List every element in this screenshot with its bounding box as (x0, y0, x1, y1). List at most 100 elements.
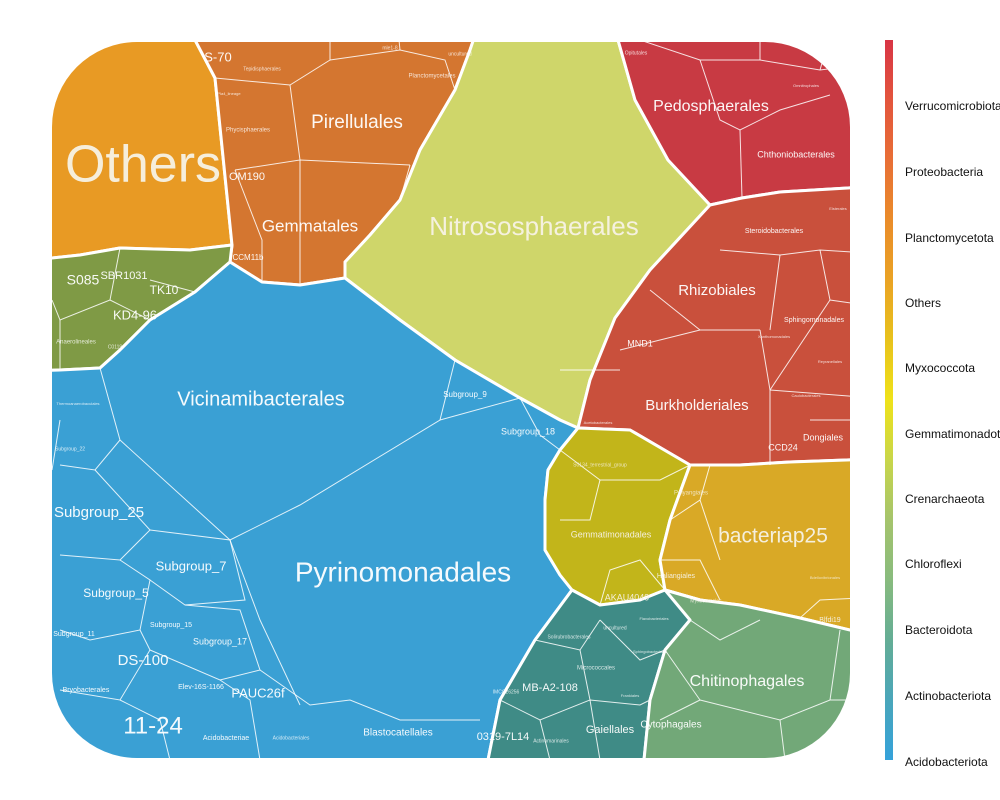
subcell-boundary-actinobacteriota-2 (589, 699, 651, 706)
legend-entry-crenarchaeota: Crenarchaeota (905, 492, 985, 506)
cell-label-planctomycetota-om190: OM190 (229, 171, 265, 183)
subcell-boundary-acidobacteriota-4 (149, 529, 246, 606)
legend-entry-bacteroidota: Bacteroidota (905, 623, 973, 637)
legend-entry-acidobacteriota: Acidobacteriota (905, 755, 988, 769)
cell-label-chloroflexi-s085: S085 (67, 272, 100, 288)
legend-entry-proteobacteria: Proteobacteria (905, 165, 983, 179)
cell-label-acidobacteriota-pauc26f: PAUC26f (231, 685, 285, 700)
cell-label-acidobacteriota-acidobacteriae: Acidobacteriae (203, 735, 249, 742)
cell-label-acidobacteriota-pyrinomonadales: Pyrinomonadales (295, 556, 511, 587)
cell-label-chloroflexi-kd4-96: KD4-96 (113, 307, 157, 322)
subcell-boundary-bacteroidota-4 (829, 629, 841, 701)
subcell-boundary-actinobacteriota-3 (539, 719, 561, 758)
subcell-boundary-acidobacteriota-13 (52, 419, 61, 471)
subcell-boundary-proteobacteria-0 (719, 249, 850, 256)
cell-label-acidobacteriota-11-24: 11-24 (123, 712, 183, 739)
cell-label-acidobacteriota-subgroup-25: Subgroup_25 (54, 504, 144, 521)
legend-entry-planctomycetota: Planctomycetota (905, 231, 994, 245)
subcell-boundary-verrucomicrobiota-4 (819, 42, 841, 71)
cell-label-proteobacteria-reyranellales: Reyranellales (818, 359, 842, 364)
cell-label-chloroflexi-tk10: TK10 (150, 283, 179, 297)
cell-label-planctomycetota-tepidisphaerales: Tepidisphaerales (243, 66, 281, 72)
cell-label-proteobacteria-acetobacterales: Acetobacterales (584, 420, 613, 425)
cell-label-gemmatimonadota-akau4049: AKAU4049 (605, 592, 650, 602)
legend-entry-others: Others (905, 296, 941, 310)
subcell-boundary-proteobacteria-8 (769, 389, 850, 401)
cell-label-myxococcota-haliangiales: Haliangiales (657, 573, 696, 580)
subcell-boundary-chloroflexi-1 (109, 299, 151, 321)
cell-label-verrucomicrobiota-opitutales: Opitutales (625, 50, 648, 56)
cell-label-actinobacteriota-micrococcales: Micrococcales (577, 666, 615, 672)
cell-label-gemmatimonadota-gemmatimonadales: Gemmatimonadales (571, 529, 652, 539)
cell-label-layer: Others S-70 Pirellulales Gemmatales OM190 CCM… (53, 45, 847, 744)
legend-color-bar (885, 40, 893, 760)
subcell-boundary-acidobacteriota-10 (259, 669, 480, 721)
subcell-boundary-acidobacteriota-8 (219, 679, 291, 758)
cell-label-acidobacteriota-subgroup-15: Subgroup_15 (150, 622, 192, 629)
cell-label-planctomycetota-pla4-lineage: Pla4_lineage (217, 91, 241, 96)
subcell-boundary-planctomycetota-2 (299, 159, 411, 166)
cell-label-actinobacteriota-0319-7l14: 0319-7L14 (477, 731, 530, 743)
cell-label-planctomycetota-uncultured: uncultured (448, 51, 472, 57)
cell-label-verrucomicrobiota-chthoniobacterales: Chthoniobacterales (757, 149, 835, 159)
cell-label-planctomycetota-ccm11b: CCM11b (233, 253, 265, 262)
main-cell-layer (52, 42, 850, 758)
cell-label-acidobacteriota-elev-16s-1166: Elev-16S-1166 (178, 684, 224, 691)
subcell-boundary-gemmatimonadota-2 (599, 559, 666, 606)
cell-label-acidobacteriota-subgroup-5: Subgroup_5 (83, 586, 149, 600)
cell-label-planctomycetota-pirellulales: Pirellulales (311, 112, 403, 133)
cell-label-verrucomicrobiota-omnitrophales: Omnitrophales (793, 83, 819, 88)
cell-label-others-others: Others (65, 136, 221, 194)
cell-label-proteobacteria-sphingomonadales: Sphingomonadales (784, 317, 844, 324)
cell-label-proteobacteria-burkholderiales: Burkholderiales (645, 397, 748, 414)
subcell-boundary-actinobacteriota-4 (599, 619, 666, 661)
cell-label-proteobacteria-dongiales: Dongiales (803, 432, 844, 442)
cell-label-myxococcota-blfdi19: Blfdi19 (819, 617, 841, 624)
cell-label-planctomycetota-planctomycetales: Planctomycetales (408, 74, 455, 80)
legend-entry-gemmatimonadota: Gemmatimonadota (905, 427, 1000, 441)
cell-label-chloroflexi-anaerolineales: Anaerolineales (56, 340, 96, 346)
subcell-boundary-actinobacteriota-5 (589, 699, 640, 758)
cell-label-acidobacteriota-subgroup-9: Subgroup_9 (443, 390, 487, 399)
subcell-boundary-planctomycetota-7 (399, 164, 411, 201)
subcell-boundary-planctomycetota-0 (214, 42, 331, 86)
cell-label-acidobacteriota-vicinamibacterales: Vicinamibacterales (177, 388, 345, 410)
subcell-boundary-acidobacteriota-0 (99, 359, 456, 541)
legend-entry-actinobacteriota: Actinobacteriota (905, 689, 991, 703)
cell-label-planctomycetota-phycisphaerales: Phycisphaerales (226, 128, 270, 134)
cell-label-bacteroidota-flavobacteriales: Flavobacteriales (639, 616, 668, 621)
cell-label-proteobacteria-steroidobacterales: Steroidobacterales (745, 228, 804, 235)
cell-label-crenarchaeota-nitrososphaerales: Nitrososphaerales (429, 211, 639, 241)
cell-label-actinobacteriota-uncultured: uncultured (603, 625, 627, 631)
cell-label-gemmatimonadota-s0134-terrestrial-group: S0134_terrestrial_group (573, 462, 627, 468)
cell-label-planctomycetota-mle1-8: mle1-8 (382, 45, 398, 51)
cell-label-acidobacteriota-subgroup-22: Subgroup_22 (55, 446, 85, 452)
subcell-boundary-gemmatimonadota-0 (559, 449, 691, 481)
subcell-boundary-chloroflexi-0 (52, 247, 121, 321)
subcell-boundary-planctomycetota-3 (329, 49, 456, 91)
subcell-boundary-planctomycetota-5 (234, 169, 263, 282)
subcell-boundary-acidobacteriota-12 (519, 397, 561, 451)
cell-label-bacteroidota-sphingobacteriales: Sphingobacteriales (633, 649, 667, 654)
subcell-boundary-acidobacteriota-3 (59, 469, 151, 561)
legend-entry-chloroflexi: Chloroflexi (905, 557, 962, 571)
cell-label-verrucomicrobiota-pedosphaerales: Pedosphaerales (653, 98, 769, 115)
subcell-boundary-proteobacteria-4 (769, 254, 781, 331)
cell-label-actinobacteriota-mb-a2-108: MB-A2-108 (522, 682, 578, 694)
subcell-boundary-actinobacteriota-1 (499, 649, 591, 721)
subcell-boundary-acidobacteriota-1 (439, 397, 521, 421)
cell-label-acidobacteriota-blastocatellales: Blastocatellales (363, 728, 432, 739)
cell-label-myxococcota-bacteriap25: bacteriap25 (718, 525, 828, 548)
subcell-layer (52, 42, 850, 758)
cell-label-actinobacteriota-actinomarinales: Actinomarinales (533, 738, 569, 744)
cell-label-myxococcota-bdellovibrionales: Bdellovibrionales (810, 575, 840, 580)
subcell-boundary-others-0 (194, 42, 216, 79)
subcell-boundary-proteobacteria-6 (769, 299, 831, 391)
cell-label-actinobacteriota-solirubrobacterales: Solirubrobacterales (547, 634, 591, 640)
subcell-boundary-acidobacteriota-11 (229, 539, 301, 706)
subcell-boundary-myxococcota-2 (699, 499, 721, 561)
cell-label-proteobacteria-mnd1: MND1 (627, 338, 653, 348)
cell-label-proteobacteria-rhizobiales: Rhizobiales (678, 282, 756, 299)
cell-label-chloroflexi-sbr1031: SBR1031 (100, 270, 147, 282)
